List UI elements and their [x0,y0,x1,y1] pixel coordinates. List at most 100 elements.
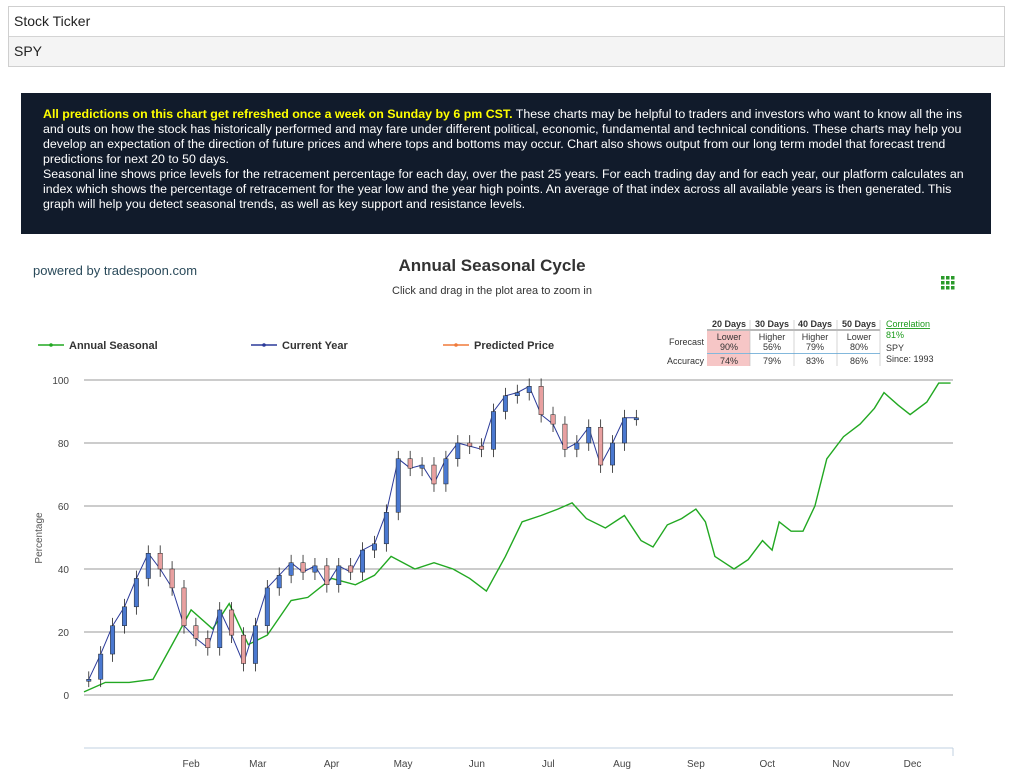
candle-body[interactable] [633,417,639,421]
candle-body[interactable] [407,458,413,469]
forecast-50-dir: Lower [847,332,872,342]
ticker-input[interactable]: SPY [9,37,1004,66]
forecast-30-pct: 56% [763,342,781,352]
candle-body[interactable] [324,565,330,586]
x-tick-label: Apr [324,759,340,770]
candle-body[interactable] [574,442,580,450]
legend-label-current-year: Current Year [282,340,349,352]
candle-body[interactable] [133,578,139,608]
candle-body[interactable] [621,417,627,444]
candle-body[interactable] [586,427,592,444]
forecast-20-dir: Lower [717,332,742,342]
candle-body[interactable] [86,679,92,682]
candle-body[interactable] [550,414,556,425]
accuracy-20-highlight [707,354,750,366]
candle-body[interactable] [526,386,532,393]
y-tick-label: 0 [63,691,69,702]
x-tick-label: Nov [832,759,850,770]
candle-body[interactable] [205,638,211,648]
x-axis: Feb Mar Apr May Jun Jul Aug Sep Oct Nov Dec [84,747,954,770]
candle-body[interactable] [276,575,282,589]
candle-body[interactable] [145,553,151,579]
candle-body[interactable] [217,609,223,649]
candle-body[interactable] [419,464,425,469]
candle-body[interactable] [193,625,199,639]
current-year-line[interactable] [88,385,637,680]
candle-body[interactable] [431,464,437,485]
accuracy-40: 83% [806,356,824,366]
correlation-link[interactable]: Correlation [886,319,930,329]
candle-body[interactable] [252,625,258,664]
candle-body[interactable] [562,423,568,450]
candle-body[interactable] [98,653,104,680]
stats-header-30: 30 Days [755,319,789,329]
forecast-30-dir: Higher [759,332,786,342]
accuracy-30: 79% [763,356,781,366]
stats-header-20: 20 Days [712,319,746,329]
candle-body[interactable] [264,587,270,626]
x-tick-label: Aug [613,759,631,770]
info-paragraph-1: All predictions on this chart get refres… [43,107,971,167]
candle-body[interactable] [348,565,354,573]
candle-body[interactable] [288,562,294,576]
chart-title: Annual Seasonal Cycle [398,256,585,275]
forecast-40-pct: 79% [806,342,824,352]
x-tick-label: Mar [249,759,267,770]
candle-body[interactable] [122,606,127,626]
powered-by-link[interactable]: powered by tradespoon.com [33,263,197,278]
stats-since: Since: 1993 [886,354,934,364]
candle-body[interactable] [181,587,187,626]
candle-body[interactable] [360,549,366,573]
candle-body[interactable] [110,625,116,655]
info-paragraph-2: Seasonal line shows price levels for the… [43,167,964,211]
legend-item-annual-seasonal[interactable]: Annual Seasonal [38,340,158,352]
accuracy-20: 74% [720,356,738,366]
seasonal-chart[interactable]: powered by tradespoon.com Annual Seasona… [0,240,1013,775]
legend-item-predicted-price[interactable]: Predicted Price [443,340,554,352]
x-tick-label: Dec [904,759,922,770]
candle-body[interactable] [372,543,377,551]
stats-header-40: 40 Days [798,319,832,329]
candle-body[interactable] [336,565,342,586]
candle-body[interactable] [169,568,175,589]
candle-body[interactable] [443,458,449,485]
annual-seasonal-series[interactable] [83,382,951,693]
x-tick-label: Jun [469,759,485,770]
y-tick-label: 40 [58,565,70,576]
correlation-value: 81% [886,330,904,340]
candle-body[interactable] [610,442,615,466]
current-year-series[interactable] [86,378,639,688]
candle-body[interactable] [383,512,389,545]
grid-menu-icon[interactable] [941,276,955,290]
info-text-1: These charts may be helpful to traders a… [43,107,963,166]
candle-body[interactable] [300,562,306,573]
y-tick-label: 60 [58,502,70,513]
candle-body[interactable] [455,442,461,459]
annual-seasonal-line[interactable] [83,382,951,693]
x-tick-label: Oct [760,759,776,770]
forecast-stats-table: 20 Days 30 Days 40 Days 50 Days Forecast… [667,319,934,366]
x-tick-label: Feb [183,759,201,770]
candle-body[interactable] [312,565,318,573]
candle-body[interactable] [491,411,496,450]
candle-body[interactable] [538,386,544,415]
candle-body[interactable] [395,458,401,513]
y-tick-label: 100 [52,376,69,387]
candle-body[interactable] [502,395,508,412]
legend-label-predicted-price: Predicted Price [474,340,554,352]
candle-body[interactable] [229,609,235,636]
candle-body[interactable] [514,392,520,397]
accuracy-label: Accuracy [667,356,705,366]
stats-symbol: SPY [886,343,904,353]
candle-body[interactable] [157,553,163,570]
grid-lines [84,379,953,696]
candle-body[interactable] [241,634,246,664]
accuracy-50: 86% [850,356,868,366]
forecast-50-pct: 80% [850,342,868,352]
y-tick-label: 80 [58,439,70,450]
candle-body[interactable] [598,427,604,466]
forecast-40-dir: Higher [802,332,829,342]
legend-item-current-year[interactable]: Current Year [251,340,349,352]
candle-body[interactable] [467,442,473,447]
candle-body[interactable] [479,445,485,450]
